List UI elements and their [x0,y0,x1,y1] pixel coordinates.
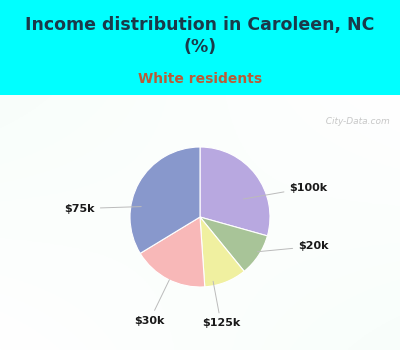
Wedge shape [200,217,244,287]
Wedge shape [200,147,270,236]
Text: City-Data.com: City-Data.com [320,118,390,126]
Wedge shape [140,217,205,287]
Text: $20k: $20k [257,241,329,252]
Text: Income distribution in Caroleen, NC
(%): Income distribution in Caroleen, NC (%) [25,16,375,56]
Text: $75k: $75k [64,204,141,214]
Text: $125k: $125k [202,281,240,328]
Wedge shape [200,217,268,271]
Text: $30k: $30k [134,280,169,326]
Text: $100k: $100k [243,183,328,199]
Wedge shape [130,147,200,253]
Text: White residents: White residents [138,72,262,86]
